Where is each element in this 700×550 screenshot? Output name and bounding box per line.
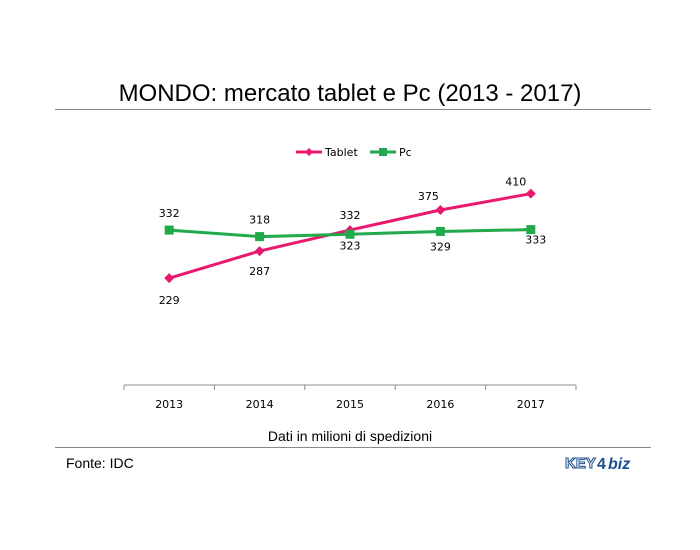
data-label-pc: 329 <box>430 240 451 253</box>
x-axis-title: Dati in milioni di spedizioni <box>268 428 432 444</box>
data-point-pc <box>255 232 265 242</box>
data-point-pc <box>164 225 174 235</box>
data-label-tablet: 375 <box>418 190 439 203</box>
page-title: MONDO: mercato tablet e Pc (2013 - 2017) <box>118 80 582 107</box>
x-tick-label: 2016 <box>426 398 454 411</box>
data-point-pc <box>435 226 445 236</box>
data-label-pc: 333 <box>525 234 546 247</box>
data-point-pc <box>345 229 355 239</box>
source-label: Fonte: IDC <box>66 455 134 471</box>
legend-label-pc: Pc <box>399 146 412 159</box>
svg-text:KEY: KEY <box>565 455 596 472</box>
data-label-tablet: 410 <box>505 176 526 189</box>
svg-text:4: 4 <box>597 456 606 473</box>
title-divider <box>55 109 651 110</box>
legend-label-tablet: Tablet <box>324 146 358 159</box>
legend-marker-pc <box>379 148 387 156</box>
svg-text:biz: biz <box>608 456 630 473</box>
data-label-pc: 332 <box>159 207 180 220</box>
footer-divider <box>55 447 651 448</box>
data-point-tablet <box>525 188 536 199</box>
data-label-pc: 318 <box>249 214 270 227</box>
x-tick-label: 2015 <box>336 398 364 411</box>
legend-marker-tablet <box>305 148 313 156</box>
data-point-tablet <box>435 205 446 215</box>
data-point-tablet <box>164 273 175 284</box>
key4biz-logo: KEY 4 biz <box>565 455 631 474</box>
data-label-tablet: 229 <box>159 294 180 307</box>
data-point-pc <box>526 225 536 235</box>
data-point-tablet <box>254 246 265 257</box>
data-label-tablet: 332 <box>340 209 361 222</box>
x-tick-label: 2013 <box>155 398 183 411</box>
data-label-tablet: 287 <box>249 265 270 278</box>
x-tick-label: 2017 <box>517 398 545 411</box>
data-label-pc: 323 <box>340 239 361 252</box>
x-tick-label: 2014 <box>246 398 274 411</box>
